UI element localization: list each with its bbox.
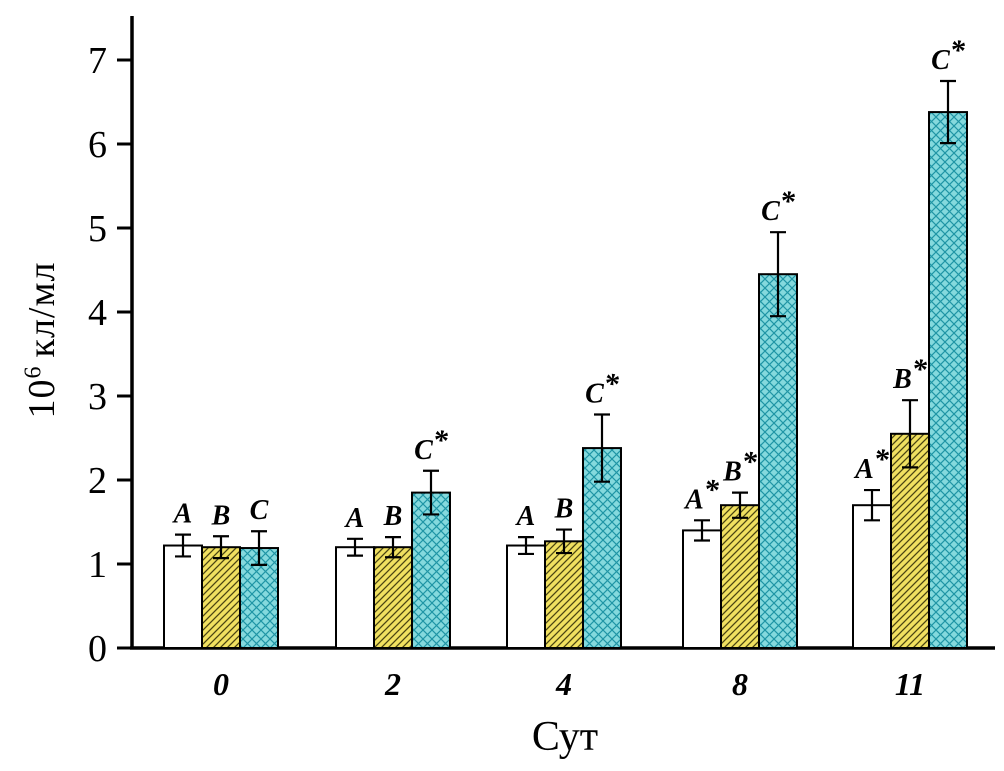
bar-label-B-day-0: B [211, 500, 231, 531]
bar-label-B-day-8: B* [722, 446, 758, 488]
error-bar-C-day-0 [251, 530, 267, 566]
bar-C-day-2 [411, 491, 451, 649]
bar-label-C-day-4: C* [585, 367, 620, 409]
y-axis-label-unit: кл/мл [21, 261, 63, 358]
x-tick-label: 11 [895, 666, 925, 702]
error-bar-C-day-2 [423, 469, 439, 516]
error-bar-A-day-8 [694, 519, 710, 542]
bar-label-B-day-2: B [383, 501, 403, 532]
bar-A-day-11 [852, 504, 892, 650]
bar-B-day-0 [201, 546, 241, 650]
bar-B-day-8 [720, 504, 760, 650]
y-tick-label: 4 [88, 292, 107, 334]
error-bar-B-day-0 [213, 535, 229, 560]
x-tick-label: 8 [732, 666, 748, 702]
error-bar-A-day-11 [864, 488, 880, 522]
bar-label-A-day-11: A* [853, 443, 890, 485]
x-tick-label: 4 [555, 666, 572, 702]
bar-C-day-8 [758, 273, 798, 649]
bar-B-day-4 [544, 540, 584, 650]
bar-label-A-day-0: A [172, 499, 193, 530]
error-bar-A-day-2 [347, 537, 363, 557]
error-bar-C-day-4 [594, 413, 610, 483]
bar-C-day-11 [928, 111, 968, 649]
y-axis-label-base: 10 [21, 378, 63, 419]
y-tick-label: 2 [88, 460, 107, 502]
bar-label-B-day-11: B* [892, 353, 928, 395]
error-bar-A-day-4 [518, 536, 534, 556]
bar-B-day-2 [373, 546, 413, 650]
y-tick-label: 0 [88, 628, 107, 670]
bar-A-day-4 [506, 544, 546, 650]
bar-label-A-day-8: A* [683, 473, 720, 515]
bar-label-C-day-8: C* [761, 185, 796, 227]
error-bar-B-day-11 [902, 399, 918, 469]
y-tick-label: 1 [88, 544, 107, 586]
x-tick-label: 2 [384, 666, 401, 702]
bar-label-B-day-4: B [554, 494, 574, 525]
error-bar-C-day-11 [940, 79, 956, 145]
error-bar-C-day-8 [770, 231, 786, 318]
y-tick-label: 6 [88, 124, 107, 166]
bar-label-A-day-4: A [515, 501, 536, 532]
y-axis-label: 106 кл/мл [20, 262, 64, 419]
bar-label-C-day-0: C [250, 495, 269, 526]
error-bar-B-day-2 [385, 536, 401, 559]
error-bar-A-day-0 [175, 533, 191, 558]
bar-label-C-day-11: C* [931, 34, 966, 76]
bar-A-day-2 [335, 546, 375, 650]
y-axis-label-exponent: 6 [20, 365, 47, 379]
x-axis-label: Сут [531, 714, 599, 760]
y-tick-label: 7 [88, 40, 107, 82]
y-tick-label: 3 [88, 376, 107, 418]
bar-label-A-day-2: A [344, 503, 365, 534]
bar-A-day-8 [682, 529, 722, 650]
error-bar-B-day-8 [732, 491, 748, 519]
y-tick-label: 5 [88, 208, 107, 250]
bar-A-day-0 [163, 544, 203, 650]
x-tick-label: 0 [213, 666, 229, 702]
error-bar-B-day-4 [556, 528, 572, 555]
bar-label-C-day-2: C* [414, 424, 449, 466]
